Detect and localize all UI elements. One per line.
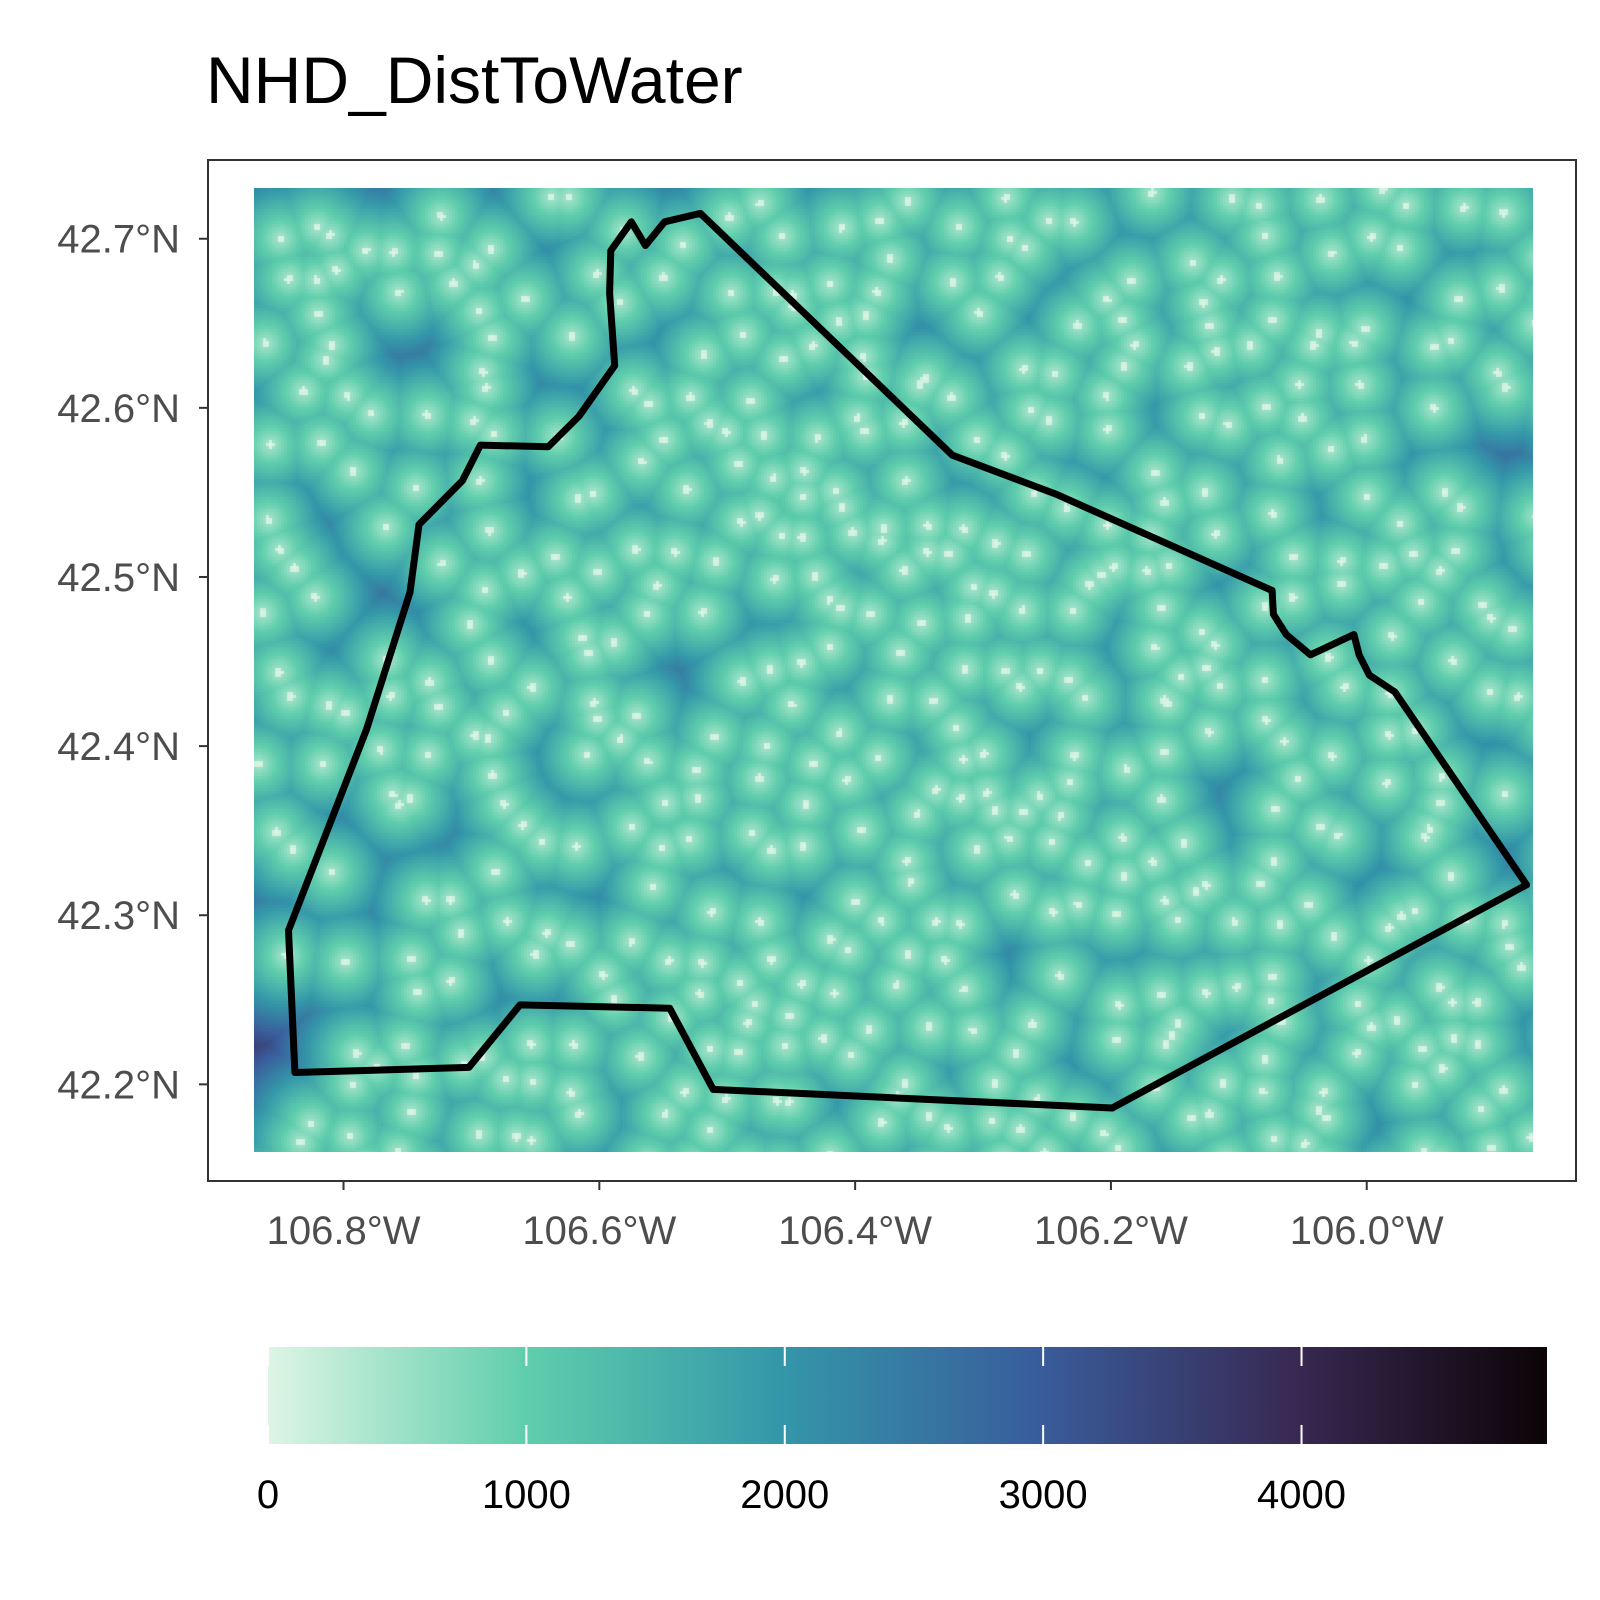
colorbar-legend: 0 1000 2000 3000 4000 — [257, 1347, 1547, 1517]
x-tick-label: 106.2°W — [1034, 1209, 1188, 1253]
x-tick-label: 106.8°W — [267, 1209, 421, 1253]
colorbar-tick-label: 4000 — [1257, 1473, 1346, 1517]
y-tick-label: 42.4°N — [57, 725, 180, 769]
y-tick-label: 42.5°N — [57, 556, 180, 600]
y-tick-label: 42.6°N — [57, 387, 180, 431]
colorbar-tick-label: 0 — [257, 1473, 279, 1517]
colorbar-tick-label: 2000 — [740, 1473, 829, 1517]
y-tick-label: 42.3°N — [57, 894, 180, 938]
x-tick-label: 106.0°W — [1290, 1209, 1444, 1253]
colorbar-bar — [268, 1347, 1547, 1444]
colorbar-tick-label: 3000 — [999, 1473, 1088, 1517]
y-tick-label: 42.7°N — [57, 218, 180, 262]
colorbar-tick-label: 1000 — [482, 1473, 571, 1517]
x-axis: 106.8°W 106.6°W 106.4°W 106.2°W 106.0°W — [267, 1181, 1444, 1253]
distance-raster-canvas — [254, 188, 1533, 1152]
y-tick-label: 42.2°N — [57, 1063, 180, 1107]
y-axis: 42.7°N 42.6°N 42.5°N 42.4°N 42.3°N 42.2°N — [57, 218, 208, 1107]
x-tick-label: 106.4°W — [778, 1209, 932, 1253]
x-tick-label: 106.6°W — [522, 1209, 676, 1253]
map-title: NHD_DistToWater — [206, 43, 743, 117]
